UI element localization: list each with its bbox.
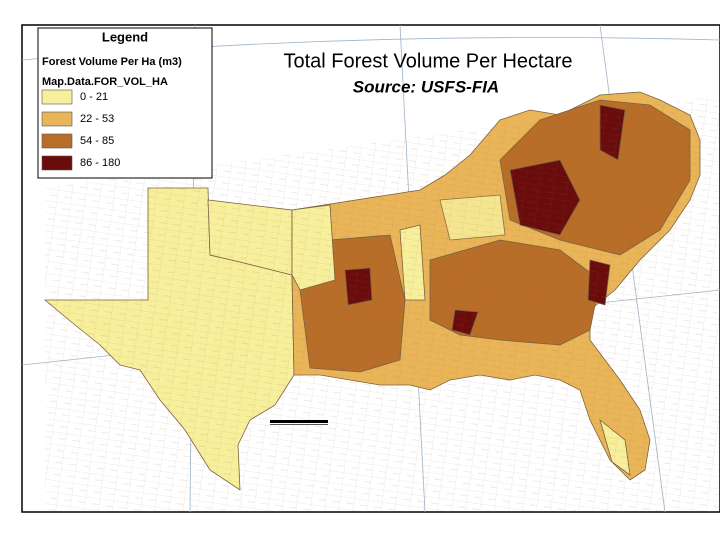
legend-items: 0 - 21 22 - 53 54 - 85 86 - 180 — [41, 89, 120, 171]
legend-swatch — [41, 89, 73, 105]
county-lines — [45, 95, 720, 512]
legend-heading: Legend — [102, 29, 148, 44]
source: Source: USFS-FIA — [353, 77, 499, 96]
legend-label: 86 - 180 — [80, 157, 120, 169]
regions — [43, 91, 720, 512]
legend-label: 54 - 85 — [80, 135, 114, 147]
legend-swatch — [41, 155, 73, 171]
legend-label: 0 - 21 — [80, 91, 108, 103]
legend-field: Map.Data.FOR_VOL_HA — [42, 76, 168, 88]
legend-label: 22 - 53 — [80, 113, 114, 125]
scale-bar — [270, 420, 328, 425]
legend-swatch — [41, 133, 73, 149]
legend-swatch — [41, 111, 73, 127]
title: Total Forest Volume Per Hectare — [283, 50, 572, 72]
legend-variable: Forest Volume Per Ha (m3) — [42, 56, 182, 68]
